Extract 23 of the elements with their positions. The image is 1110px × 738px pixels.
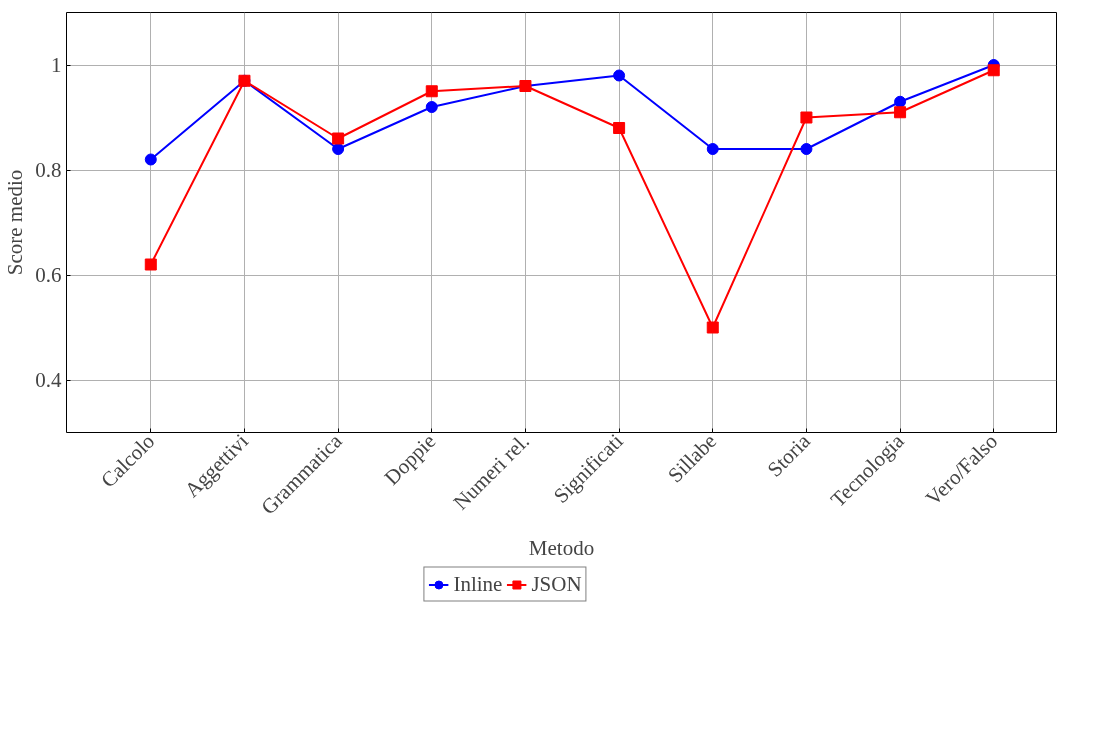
- y-tick-label: 0.8: [35, 158, 62, 182]
- point: [706, 321, 719, 334]
- point: [987, 64, 1000, 77]
- x-axis-title: Metodo: [528, 535, 595, 560]
- point: [425, 101, 438, 113]
- point: [144, 258, 157, 271]
- y-tick-label: 0.6: [35, 263, 62, 287]
- legend-label: Inline: [453, 571, 503, 597]
- point: [332, 132, 345, 145]
- point: [894, 95, 907, 108]
- point: [613, 69, 626, 82]
- point: [894, 106, 907, 119]
- point: [800, 143, 813, 155]
- y-tick-label: 1: [51, 53, 62, 77]
- y-tick-label: 0.4: [35, 368, 62, 392]
- point: [706, 143, 719, 155]
- point: [332, 143, 345, 155]
- legend-label: JSON: [531, 571, 582, 597]
- point: [613, 122, 626, 134]
- point: [800, 111, 813, 124]
- y-axis-title: Score medio: [3, 169, 28, 276]
- point: [144, 153, 157, 166]
- point: [425, 85, 438, 98]
